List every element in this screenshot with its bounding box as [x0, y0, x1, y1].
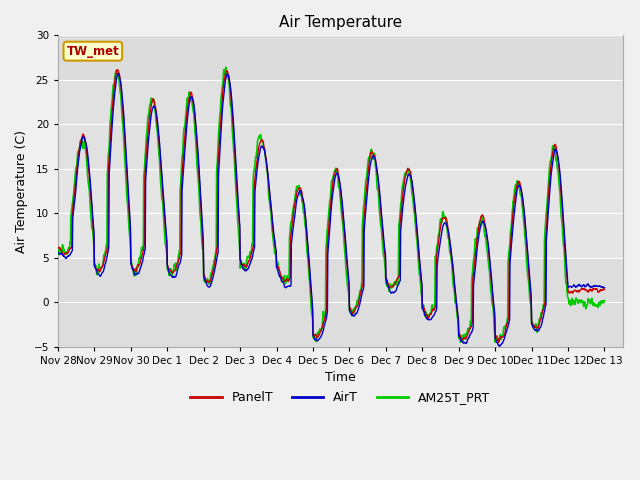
Bar	[58, 36, 623, 80]
AirT	[496, 344, 504, 349]
PanelT	[54, 245, 62, 251]
Y-axis label: Air Temperature (C): Air Temperature (C)	[15, 130, 28, 252]
PanelT	[175, 256, 183, 262]
AirT	[114, 71, 122, 76]
AirT	[54, 250, 62, 255]
AirT	[506, 317, 513, 323]
AM25T_PRT	[553, 156, 561, 162]
AM25T_PRT	[175, 252, 182, 257]
PanelT	[600, 287, 608, 292]
Bar	[58, 169, 623, 258]
Text: TW_met: TW_met	[67, 45, 119, 58]
PanelT	[495, 339, 502, 345]
PanelT	[553, 147, 561, 153]
AM25T_PRT	[269, 233, 276, 239]
AM25T_PRT	[282, 278, 290, 284]
AirT	[415, 254, 423, 260]
PanelT	[506, 255, 513, 261]
AM25T_PRT	[600, 298, 608, 303]
PanelT	[415, 256, 423, 262]
PanelT	[114, 67, 122, 72]
Line: AirT: AirT	[58, 73, 604, 347]
PanelT	[282, 277, 290, 283]
Bar	[58, 258, 623, 347]
AirT	[553, 149, 561, 155]
Title: Air Temperature: Air Temperature	[279, 15, 402, 30]
AM25T_PRT	[222, 64, 230, 70]
Line: PanelT: PanelT	[58, 70, 604, 342]
AM25T_PRT	[415, 272, 423, 277]
AM25T_PRT	[506, 243, 513, 249]
AirT	[600, 285, 608, 290]
X-axis label: Time: Time	[325, 372, 356, 384]
AM25T_PRT	[54, 246, 62, 252]
AirT	[282, 285, 290, 290]
AM25T_PRT	[457, 339, 465, 345]
Legend: PanelT, AirT, AM25T_PRT: PanelT, AirT, AM25T_PRT	[186, 386, 495, 409]
AirT	[175, 262, 183, 267]
Bar	[58, 80, 623, 169]
Line: AM25T_PRT: AM25T_PRT	[58, 67, 604, 342]
PanelT	[269, 224, 276, 230]
AirT	[269, 220, 276, 226]
